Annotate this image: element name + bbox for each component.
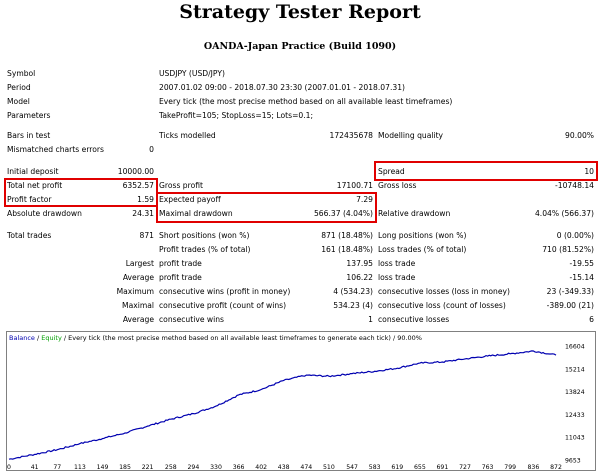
max-consecutive-wins-label: consecutive wins (profit in money)	[159, 287, 291, 296]
average-consecutive-label: Average	[122, 315, 154, 324]
highlight-box-payoff-drawdown	[156, 192, 377, 223]
balance-chart	[6, 331, 596, 471]
report-subtitle: OANDA-Japan Practice (Build 1090)	[203, 41, 397, 52]
total-net-profit-label: Total net profit	[7, 181, 63, 190]
modelling-quality-label: Modelling quality	[378, 131, 444, 140]
profit-factor-label: Profit factor	[7, 195, 52, 204]
largest-label: Largest	[125, 259, 154, 268]
total-trades-label: Total trades	[7, 231, 52, 240]
profit-trades-label: Profit trades (% of total)	[159, 245, 251, 254]
bars-in-test-label: Bars in test	[7, 131, 51, 140]
average-loss-label: loss trade	[378, 273, 416, 282]
gross-loss-value: -10748.14	[555, 181, 594, 190]
symbol-value: USDJPY (USD/JPY)	[159, 69, 225, 78]
loss-trades-value: 710 (81.52%)	[542, 245, 594, 254]
report-title: Strategy Tester Report	[179, 1, 421, 23]
max-consecutive-losses-value: 23 (-349.33)	[546, 287, 594, 296]
ticks-modelled-value: 172435678	[329, 131, 373, 140]
legend-separator: /	[34, 334, 42, 342]
maximal-drawdown-label: Maximal drawdown	[159, 209, 233, 218]
mismatched-errors-value: 0	[149, 145, 154, 154]
relative-drawdown-value: 4.04% (566.37)	[534, 209, 594, 218]
loss-trades-label: Loss trades (% of total)	[378, 245, 467, 254]
max-consecutive-losses-label: consecutive losses (loss in money)	[378, 287, 510, 296]
relative-drawdown-label: Relative drawdown	[378, 209, 451, 218]
long-positions-value: 0 (0.00%)	[556, 231, 594, 240]
initial-deposit-value: 10000.00	[117, 167, 154, 176]
maximal-drawdown-value: 566.37 (4.04%)	[313, 209, 373, 218]
period-value: 2007.01.02 09:00 - 2018.07.30 23:30 (200…	[159, 83, 405, 92]
largest-profit-label: profit trade	[159, 259, 202, 268]
highlight-box-net-profit	[4, 178, 158, 207]
maximal-consecutive-loss-label: consecutive loss (count of losses)	[378, 301, 506, 310]
symbol-label: Symbol	[7, 69, 36, 78]
highlight-box-spread	[374, 161, 598, 181]
spread-label: Spread	[378, 167, 405, 176]
maximum-label: Maximum	[116, 287, 154, 296]
short-positions-value: 871 (18.48%)	[321, 231, 373, 240]
profit-factor-value: 1.59	[137, 195, 154, 204]
modelling-quality-value: 90.00%	[565, 131, 594, 140]
parameters-value: TakeProfit=105; StopLoss=15; Lots=0.1;	[159, 111, 314, 120]
profit-trades-value: 161 (18.48%)	[321, 245, 373, 254]
avg-consecutive-losses-value: 6	[589, 315, 594, 324]
avg-consecutive-wins-value: 1	[368, 315, 373, 324]
model-value: Every tick (the most precise method base…	[159, 97, 453, 106]
max-consecutive-wins-value: 4 (534.23)	[333, 287, 373, 296]
average-profit-label: profit trade	[159, 273, 202, 282]
ticks-modelled-label: Ticks modelled	[159, 131, 216, 140]
largest-profit-value: 137.95	[346, 259, 373, 268]
short-positions-label: Short positions (won %)	[159, 231, 250, 240]
largest-loss-label: loss trade	[378, 259, 416, 268]
legend-description: / Every tick (the most precise method ba…	[61, 334, 422, 342]
maximal-consecutive-profit-label: consecutive profit (count of wins)	[159, 301, 287, 310]
expected-payoff-label: Expected payoff	[159, 195, 221, 204]
legend-balance: Balance	[9, 334, 35, 342]
absolute-drawdown-value: 24.31	[132, 209, 154, 218]
mismatched-errors-label: Mismatched charts errors	[7, 145, 104, 154]
largest-loss-value: -19.55	[569, 259, 594, 268]
gross-profit-value: 17100.71	[336, 181, 373, 190]
maximal-consecutive-loss-value: -389.00 (21)	[546, 301, 594, 310]
avg-consecutive-wins-label: consecutive wins	[159, 315, 225, 324]
gross-loss-label: Gross loss	[378, 181, 417, 190]
initial-deposit-label: Initial deposit	[7, 167, 59, 176]
average-profit-value: 106.22	[346, 273, 373, 282]
avg-consecutive-losses-label: consecutive losses	[378, 315, 450, 324]
expected-payoff-value: 7.29	[356, 195, 373, 204]
model-label: Model	[7, 97, 30, 106]
absolute-drawdown-label: Absolute drawdown	[7, 209, 82, 218]
maximal-consecutive-profit-value: 534.23 (4)	[333, 301, 373, 310]
spread-value: 10	[584, 167, 594, 176]
average-label: Average	[122, 273, 154, 282]
total-trades-value: 871	[139, 231, 155, 240]
period-label: Period	[7, 83, 31, 92]
long-positions-label: Long positions (won %)	[378, 231, 467, 240]
chart-legend: Balance / Equity / Every tick (the most …	[9, 334, 422, 343]
legend-equity: Equity	[41, 334, 62, 342]
gross-profit-label: Gross profit	[159, 181, 203, 190]
parameters-label: Parameters	[7, 111, 51, 120]
total-net-profit-value: 6352.57	[122, 181, 154, 190]
maximal-label: Maximal	[122, 301, 154, 310]
average-loss-value: -15.14	[569, 273, 594, 282]
